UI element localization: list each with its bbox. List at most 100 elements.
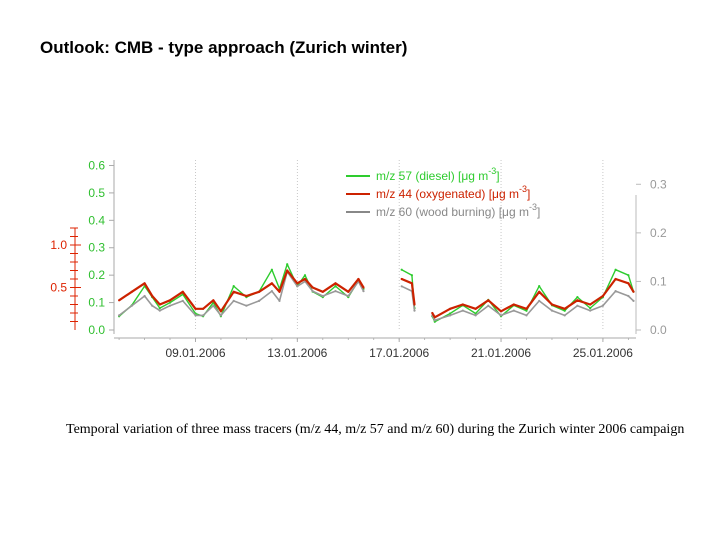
series-point <box>168 304 172 307</box>
series-point <box>433 316 436 319</box>
series-point <box>143 294 146 298</box>
series-point <box>245 294 248 298</box>
series-point <box>158 303 161 306</box>
series-point <box>168 299 172 302</box>
series-point <box>563 314 566 317</box>
series-point <box>130 304 133 307</box>
series-point <box>449 307 452 310</box>
series-point <box>413 309 416 312</box>
series-point <box>627 282 630 285</box>
right-axis-tick-label: 0.1 <box>650 274 667 288</box>
series-point <box>168 301 172 304</box>
left-axis-tick-label: 0.6 <box>88 158 105 172</box>
right-axis-tick-label: 0.3 <box>650 177 667 191</box>
series-point <box>525 309 528 312</box>
series-point <box>143 282 146 285</box>
series-point <box>212 299 215 302</box>
series-point <box>232 290 235 293</box>
series-point <box>550 303 554 306</box>
series-point <box>400 268 403 271</box>
series-point <box>589 309 592 312</box>
series-point <box>576 299 579 302</box>
series-point <box>296 282 299 285</box>
red-axis-tick-label: 1.0 <box>50 238 67 252</box>
series-point <box>347 294 350 298</box>
series-point <box>601 304 605 307</box>
left-axis-tick-label: 0.3 <box>88 241 105 255</box>
series-point <box>118 299 121 302</box>
series-point <box>321 290 324 293</box>
series-point <box>589 303 592 306</box>
series-point <box>433 319 436 322</box>
series-point <box>576 296 579 299</box>
series-point <box>499 310 503 313</box>
series-point <box>614 290 617 293</box>
series-point <box>632 290 635 293</box>
series-point <box>487 299 490 302</box>
series-point <box>219 310 222 313</box>
series-point <box>431 311 434 315</box>
series-point <box>245 304 248 307</box>
series-point <box>334 290 337 293</box>
red-axis-tick-label: 0.5 <box>50 281 67 295</box>
series-point <box>347 290 350 293</box>
series-point <box>303 274 307 277</box>
series-point <box>627 294 630 298</box>
series-point <box>321 294 324 298</box>
series-point <box>632 299 635 302</box>
series-point <box>202 307 205 310</box>
legend-entry: m/z 44 (oxygenated) [μg m-3] <box>376 184 530 201</box>
series-point <box>270 282 273 285</box>
series-point <box>512 309 515 312</box>
x-axis-tick-label: 17.01.2006 <box>369 346 429 360</box>
series-point <box>278 290 281 293</box>
series-point <box>303 277 307 281</box>
series-point <box>158 307 161 310</box>
series-point <box>538 299 541 302</box>
series-point <box>202 314 205 317</box>
x-axis-tick-label: 09.01.2006 <box>165 346 225 360</box>
series-point <box>410 274 413 277</box>
series-point <box>627 274 630 277</box>
series-point <box>181 290 184 293</box>
left-axis-tick-label: 0.0 <box>88 323 105 337</box>
series-point <box>334 282 337 285</box>
series-point <box>512 303 515 306</box>
series-point <box>296 285 299 288</box>
series-point <box>258 299 261 302</box>
left-axis-tick-label: 0.5 <box>88 186 105 200</box>
series-point <box>357 277 360 281</box>
series-point <box>158 309 161 312</box>
series-point <box>311 290 314 293</box>
series-point <box>212 304 215 307</box>
series-point <box>334 285 337 288</box>
series-point <box>232 299 235 302</box>
series-point <box>286 263 289 266</box>
series-point <box>278 299 281 302</box>
series-point <box>219 314 222 317</box>
series-point <box>400 277 403 281</box>
series-point <box>461 309 464 312</box>
series-point <box>474 307 477 310</box>
series-point <box>413 303 416 306</box>
series-point <box>487 304 490 307</box>
series-point <box>362 290 365 293</box>
series-point <box>563 309 566 312</box>
series-point <box>151 294 154 298</box>
series-point <box>400 285 403 288</box>
series-point <box>362 286 365 289</box>
series-point <box>194 307 197 310</box>
figure-caption: Temporal variation of three mass tracers… <box>66 422 685 437</box>
slide-title: Outlook: CMB - type approach (Zurich win… <box>40 38 408 57</box>
legend-entry: m/z 60 (wood burning) [μg m-3] <box>376 202 540 219</box>
series-point <box>614 277 617 281</box>
series-point <box>311 286 314 289</box>
series-point <box>232 285 235 288</box>
series-point <box>525 314 528 317</box>
series-point <box>550 309 554 312</box>
series-point <box>118 314 121 317</box>
series-point <box>194 314 197 317</box>
series-point <box>449 312 452 315</box>
series-point <box>525 307 528 310</box>
time-series-chart: 0.0 0.1 0.2 0.3 0.4 0.5 0.6 0.5 1.0 0.0 0.1 0.2 0.3 0… <box>50 158 667 360</box>
